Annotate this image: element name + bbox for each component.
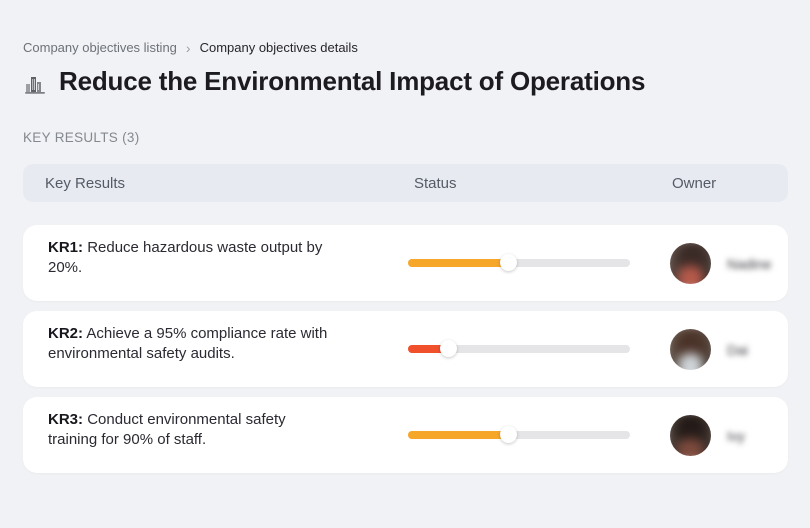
kr-description-text: Reduce hazardous waste output by 20%. — [48, 239, 323, 276]
kr-description-text: Achieve a 95% compliance rate with envir… — [48, 325, 328, 362]
table-row-kr1[interactable]: KR1: Reduce hazardous waste output by 20… — [23, 225, 788, 301]
slider-track — [408, 259, 630, 267]
kr-label: KR3: — [48, 411, 84, 428]
page-header: Reduce the Environmental Impact of Opera… — [23, 66, 645, 97]
chevron-right-icon: › — [185, 39, 191, 56]
slider-track — [408, 345, 630, 353]
cityscape-icon — [23, 72, 47, 96]
breadcrumb: Company objectives listing › Company obj… — [23, 40, 358, 55]
avatar — [670, 243, 711, 284]
kr-label: KR1: — [48, 239, 84, 256]
kr-description: KR2: Achieve a 95% compliance rate with … — [48, 324, 338, 364]
owner-cell: Nadine — [670, 243, 771, 284]
progress-slider[interactable] — [408, 254, 630, 271]
kr-label: KR2: — [48, 325, 84, 342]
page-title: Reduce the Environmental Impact of Opera… — [59, 66, 646, 96]
column-header-owner: Owner — [672, 174, 717, 192]
slider-fill — [408, 259, 508, 267]
owner-name: Nadine — [727, 255, 772, 272]
slider-thumb[interactable] — [439, 340, 457, 357]
kr-description-text: Conduct environmental safety training fo… — [48, 411, 286, 448]
table-header: Key Results Status Owner — [23, 164, 788, 202]
owner-name: Ivy — [727, 427, 745, 444]
slider-thumb[interactable] — [499, 426, 517, 443]
breadcrumb-item-details[interactable]: Company objectives details — [199, 40, 358, 55]
column-header-key-results: Key Results — [45, 174, 126, 192]
owner-name: Dai — [727, 341, 749, 358]
column-header-status: Status — [414, 174, 457, 192]
avatar — [670, 415, 711, 456]
kr-description: KR1: Reduce hazardous waste output by 20… — [48, 238, 338, 278]
breadcrumb-item-listing[interactable]: Company objectives listing — [23, 40, 177, 55]
owner-cell: Ivy — [670, 415, 745, 456]
slider-track — [408, 431, 630, 439]
table-row-kr2[interactable]: KR2: Achieve a 95% compliance rate with … — [23, 311, 788, 387]
progress-slider[interactable] — [408, 426, 630, 443]
key-results-count-label: KEY RESULTS (3) — [23, 130, 140, 145]
progress-slider[interactable] — [408, 340, 630, 357]
owner-cell: Dai — [670, 329, 748, 370]
slider-thumb[interactable] — [499, 254, 517, 271]
kr-description: KR3: Conduct environmental safety traini… — [48, 410, 338, 450]
slider-fill — [408, 345, 448, 353]
avatar — [670, 329, 711, 370]
table-row-kr3[interactable]: KR3: Conduct environmental safety traini… — [23, 397, 788, 473]
slider-fill — [408, 431, 508, 439]
